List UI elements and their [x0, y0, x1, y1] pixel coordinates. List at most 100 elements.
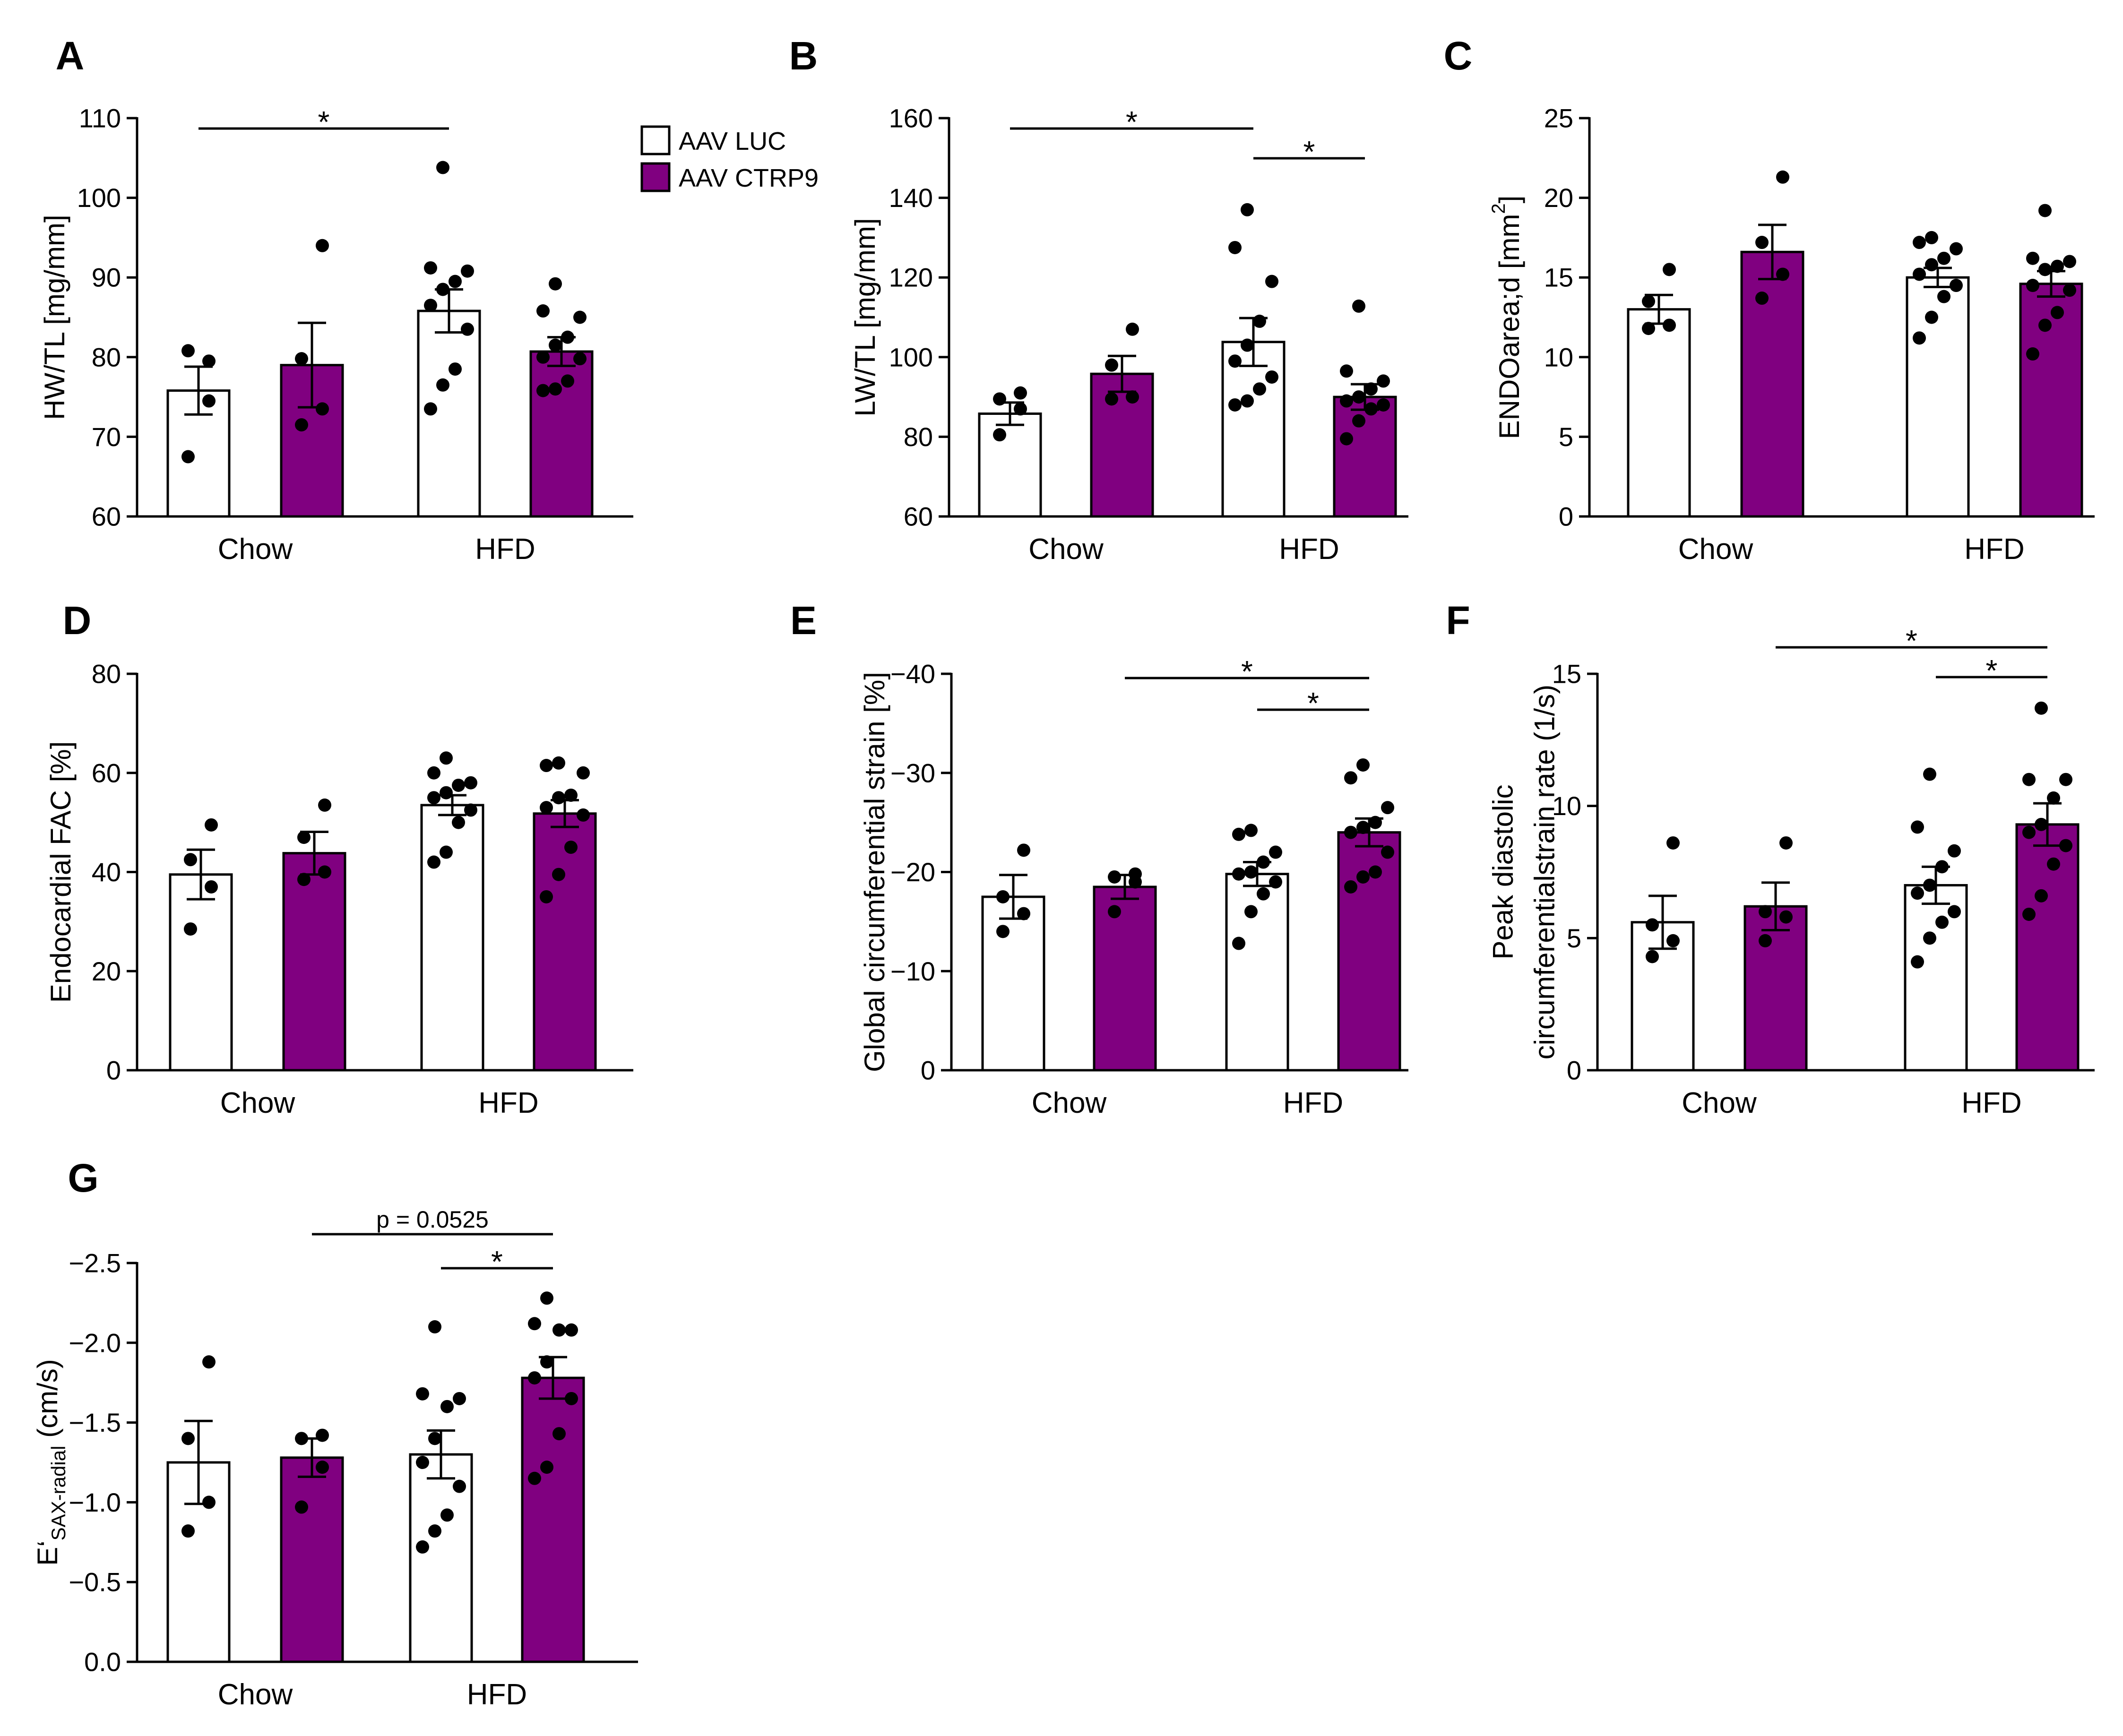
- y-tick-label: −1.0: [69, 1487, 121, 1517]
- data-point: [2059, 839, 2072, 852]
- data-point: [316, 239, 329, 252]
- data-point: [1352, 414, 1365, 428]
- data-point: [316, 402, 329, 416]
- data-point: [440, 845, 453, 859]
- data-point: [449, 362, 462, 376]
- data-point: [416, 1540, 429, 1554]
- significance-star: *: [1126, 105, 1138, 139]
- bar-hfd-luc: [1225, 873, 1289, 1072]
- data-point: [996, 890, 1010, 903]
- data-point: [2038, 204, 2052, 217]
- data-point: [1923, 767, 1936, 781]
- data-point: [1663, 263, 1676, 276]
- data-point: [1913, 236, 1926, 249]
- bar-hfd-ctrp9: [533, 812, 597, 1072]
- data-point: [549, 382, 562, 396]
- bar-chow-ctrp9: [1740, 250, 1804, 518]
- data-point: [295, 1500, 308, 1514]
- data-point: [1642, 294, 1655, 308]
- data-point: [1232, 867, 1245, 881]
- data-point: [1642, 322, 1655, 335]
- y-tick-label: 80: [92, 342, 121, 372]
- bar-hfd-ctrp9: [529, 350, 594, 518]
- y-tick-label: 100: [77, 183, 121, 213]
- data-point: [2022, 907, 2036, 921]
- data-point: [181, 344, 195, 358]
- data-point: [184, 922, 197, 936]
- data-point: [565, 1392, 578, 1405]
- data-point: [1232, 827, 1245, 841]
- x-category-label: Chow: [218, 1678, 293, 1711]
- data-point: [1377, 398, 1390, 412]
- data-point: [1779, 836, 1793, 850]
- data-point: [1950, 279, 1963, 292]
- data-point: [1344, 825, 1357, 839]
- y-axis-label-main: E‘: [32, 1540, 63, 1565]
- data-point: [202, 1355, 216, 1369]
- y-tick-label: 60: [92, 502, 121, 532]
- legend-label-luc: AAV LUC: [679, 127, 786, 155]
- data-point: [1340, 364, 1353, 378]
- y-tick-label: 40: [92, 857, 121, 887]
- y-axis-label: ENDOarea;d [mm2]: [1488, 196, 1525, 439]
- data-point: [2035, 701, 2048, 715]
- data-point: [295, 1432, 308, 1445]
- bar-chow-ctrp9: [280, 364, 344, 518]
- data-point: [181, 1524, 195, 1538]
- y-axis-label-end: (cm/s): [32, 1359, 63, 1445]
- data-point: [1344, 880, 1357, 894]
- y-axis-label-subscript: SAX-radial: [47, 1446, 69, 1541]
- data-point: [1759, 934, 1772, 947]
- y-tick-label: 90: [92, 263, 121, 292]
- data-point: [1108, 905, 1121, 919]
- bar-hfd-ctrp9: [2019, 283, 2083, 518]
- bar-hfd-luc: [420, 804, 484, 1072]
- data-point: [1364, 382, 1378, 396]
- data-point: [540, 1355, 553, 1369]
- data-point: [424, 402, 437, 416]
- data-point: [1108, 870, 1121, 884]
- data-point: [1755, 236, 1769, 249]
- data-point: [1364, 402, 1378, 416]
- y-tick-label: 15: [1552, 659, 1581, 689]
- data-point: [181, 450, 195, 464]
- data-point: [181, 1432, 195, 1445]
- data-point: [573, 352, 587, 366]
- data-point: [1948, 844, 1961, 858]
- y-axis-label: Peak diastolic: [1487, 784, 1519, 959]
- data-point: [564, 788, 578, 802]
- y-tick-label: −2.0: [69, 1328, 121, 1358]
- legend-swatch-luc: [640, 125, 671, 155]
- data-point: [1241, 338, 1254, 352]
- y-tick-label: 20: [1544, 183, 1573, 213]
- data-point: [2022, 773, 2036, 786]
- data-point: [573, 310, 587, 324]
- data-point: [1923, 878, 1936, 892]
- y-axis-label-main: LW/TL [mg/mm]: [849, 218, 881, 417]
- data-point: [1105, 358, 1118, 372]
- bar-hfd-ctrp9: [1333, 395, 1397, 518]
- bar-hfd-luc: [1221, 341, 1286, 518]
- data-point: [2026, 251, 2039, 265]
- data-point: [1935, 915, 1949, 929]
- x-category-label: HFD: [1283, 1087, 1343, 1119]
- y-tick-label: 140: [889, 183, 933, 213]
- data-point: [424, 299, 437, 312]
- data-point: [318, 798, 331, 812]
- data-point: [1779, 910, 1793, 924]
- data-point: [1776, 267, 1789, 281]
- data-point: [1369, 865, 1382, 879]
- data-point: [993, 392, 1006, 406]
- data-point: [1017, 907, 1030, 920]
- y-tick-label: −1.5: [69, 1408, 121, 1437]
- panel-d: D 0 20 40 60 80 Endocardial FAC [%] Chow HFD: [45, 598, 633, 1119]
- y-tick-label: 70: [92, 422, 121, 452]
- data-point: [461, 322, 474, 336]
- data-point: [1913, 267, 1926, 281]
- data-point: [561, 330, 574, 344]
- data-point: [1126, 390, 1139, 404]
- bar-hfd-ctrp9: [521, 1376, 585, 1663]
- data-point: [202, 1495, 216, 1509]
- data-point: [1911, 886, 1924, 900]
- bar-chow-luc: [1627, 308, 1691, 518]
